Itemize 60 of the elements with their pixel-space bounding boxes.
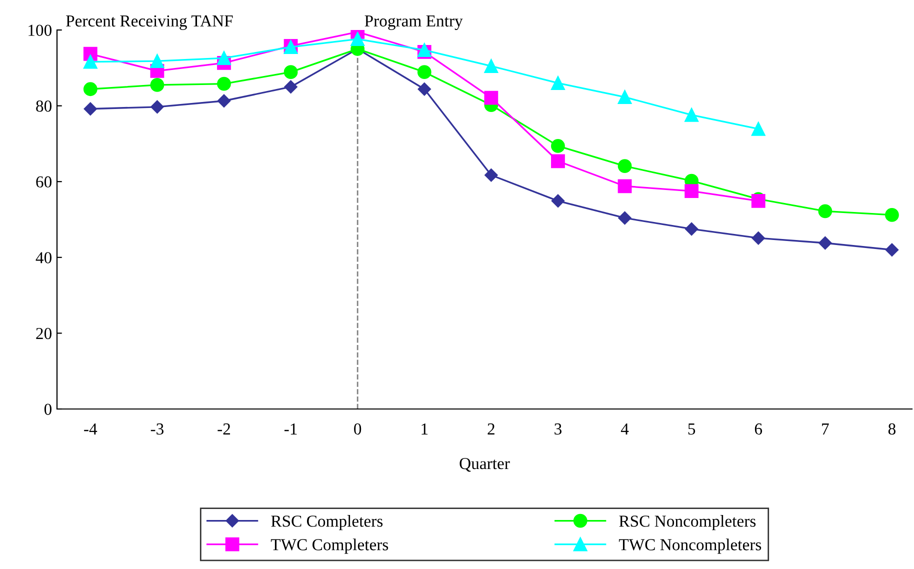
point [684, 108, 699, 122]
point [818, 204, 832, 218]
point [217, 76, 231, 91]
annotation: Percent Receiving TANF [66, 15, 233, 30]
x-tick-label: -1 [284, 423, 297, 434]
point [150, 78, 164, 92]
x-axis-title: Quarter [460, 458, 510, 472]
point [885, 208, 899, 222]
point [551, 76, 565, 90]
point [684, 222, 698, 236]
point [885, 243, 899, 256]
point [752, 231, 765, 245]
x-tick-label: 8 [888, 423, 896, 435]
x-tick-label: 4 [620, 423, 629, 434]
y-tick-label: 100 [28, 24, 52, 36]
point [484, 168, 498, 182]
point [417, 65, 432, 80]
x-tick-label: 5 [688, 424, 696, 435]
x-tick-label: -4 [84, 423, 98, 434]
y-tick-label: 40 [36, 252, 52, 264]
point [150, 100, 164, 114]
x-tick-label: 0 [354, 423, 362, 435]
point [284, 80, 298, 94]
point [684, 184, 699, 198]
x-tick-label: -2 [218, 423, 230, 434]
point [551, 139, 565, 153]
x-tick-label: 1 [422, 423, 428, 434]
point [83, 82, 98, 96]
x-tick-label: 3 [554, 423, 562, 435]
point [551, 154, 565, 168]
point [83, 54, 98, 69]
legend-label: TWC Completers [270, 538, 388, 554]
point [418, 82, 431, 96]
y-tick-label: 0 [44, 404, 52, 415]
point [150, 54, 164, 68]
point [484, 59, 498, 73]
point [618, 179, 632, 194]
point [618, 211, 632, 225]
point [284, 65, 298, 80]
legend-label: RSC Completers [271, 515, 383, 530]
legend-label: RSC Noncompleters [619, 515, 756, 530]
x-tick-label: 6 [754, 423, 762, 435]
y-tick-label: 20 [36, 328, 52, 340]
x-tick-label: -3 [150, 423, 164, 435]
point [618, 159, 632, 174]
x-tick-label: 7 [822, 424, 829, 434]
ref-line-label: Program Entry [364, 15, 463, 30]
y-tick-label: 80 [36, 100, 52, 112]
point [217, 94, 231, 108]
x-tick-label: 2 [488, 423, 494, 434]
point [484, 90, 498, 105]
y-tick-label: 60 [36, 176, 52, 188]
point [350, 32, 365, 46]
point [818, 236, 832, 250]
point [751, 122, 766, 136]
point [84, 102, 97, 116]
legend-label: TWC Noncompleters [618, 538, 762, 554]
point [551, 194, 565, 208]
point [217, 51, 231, 65]
point [618, 90, 632, 104]
